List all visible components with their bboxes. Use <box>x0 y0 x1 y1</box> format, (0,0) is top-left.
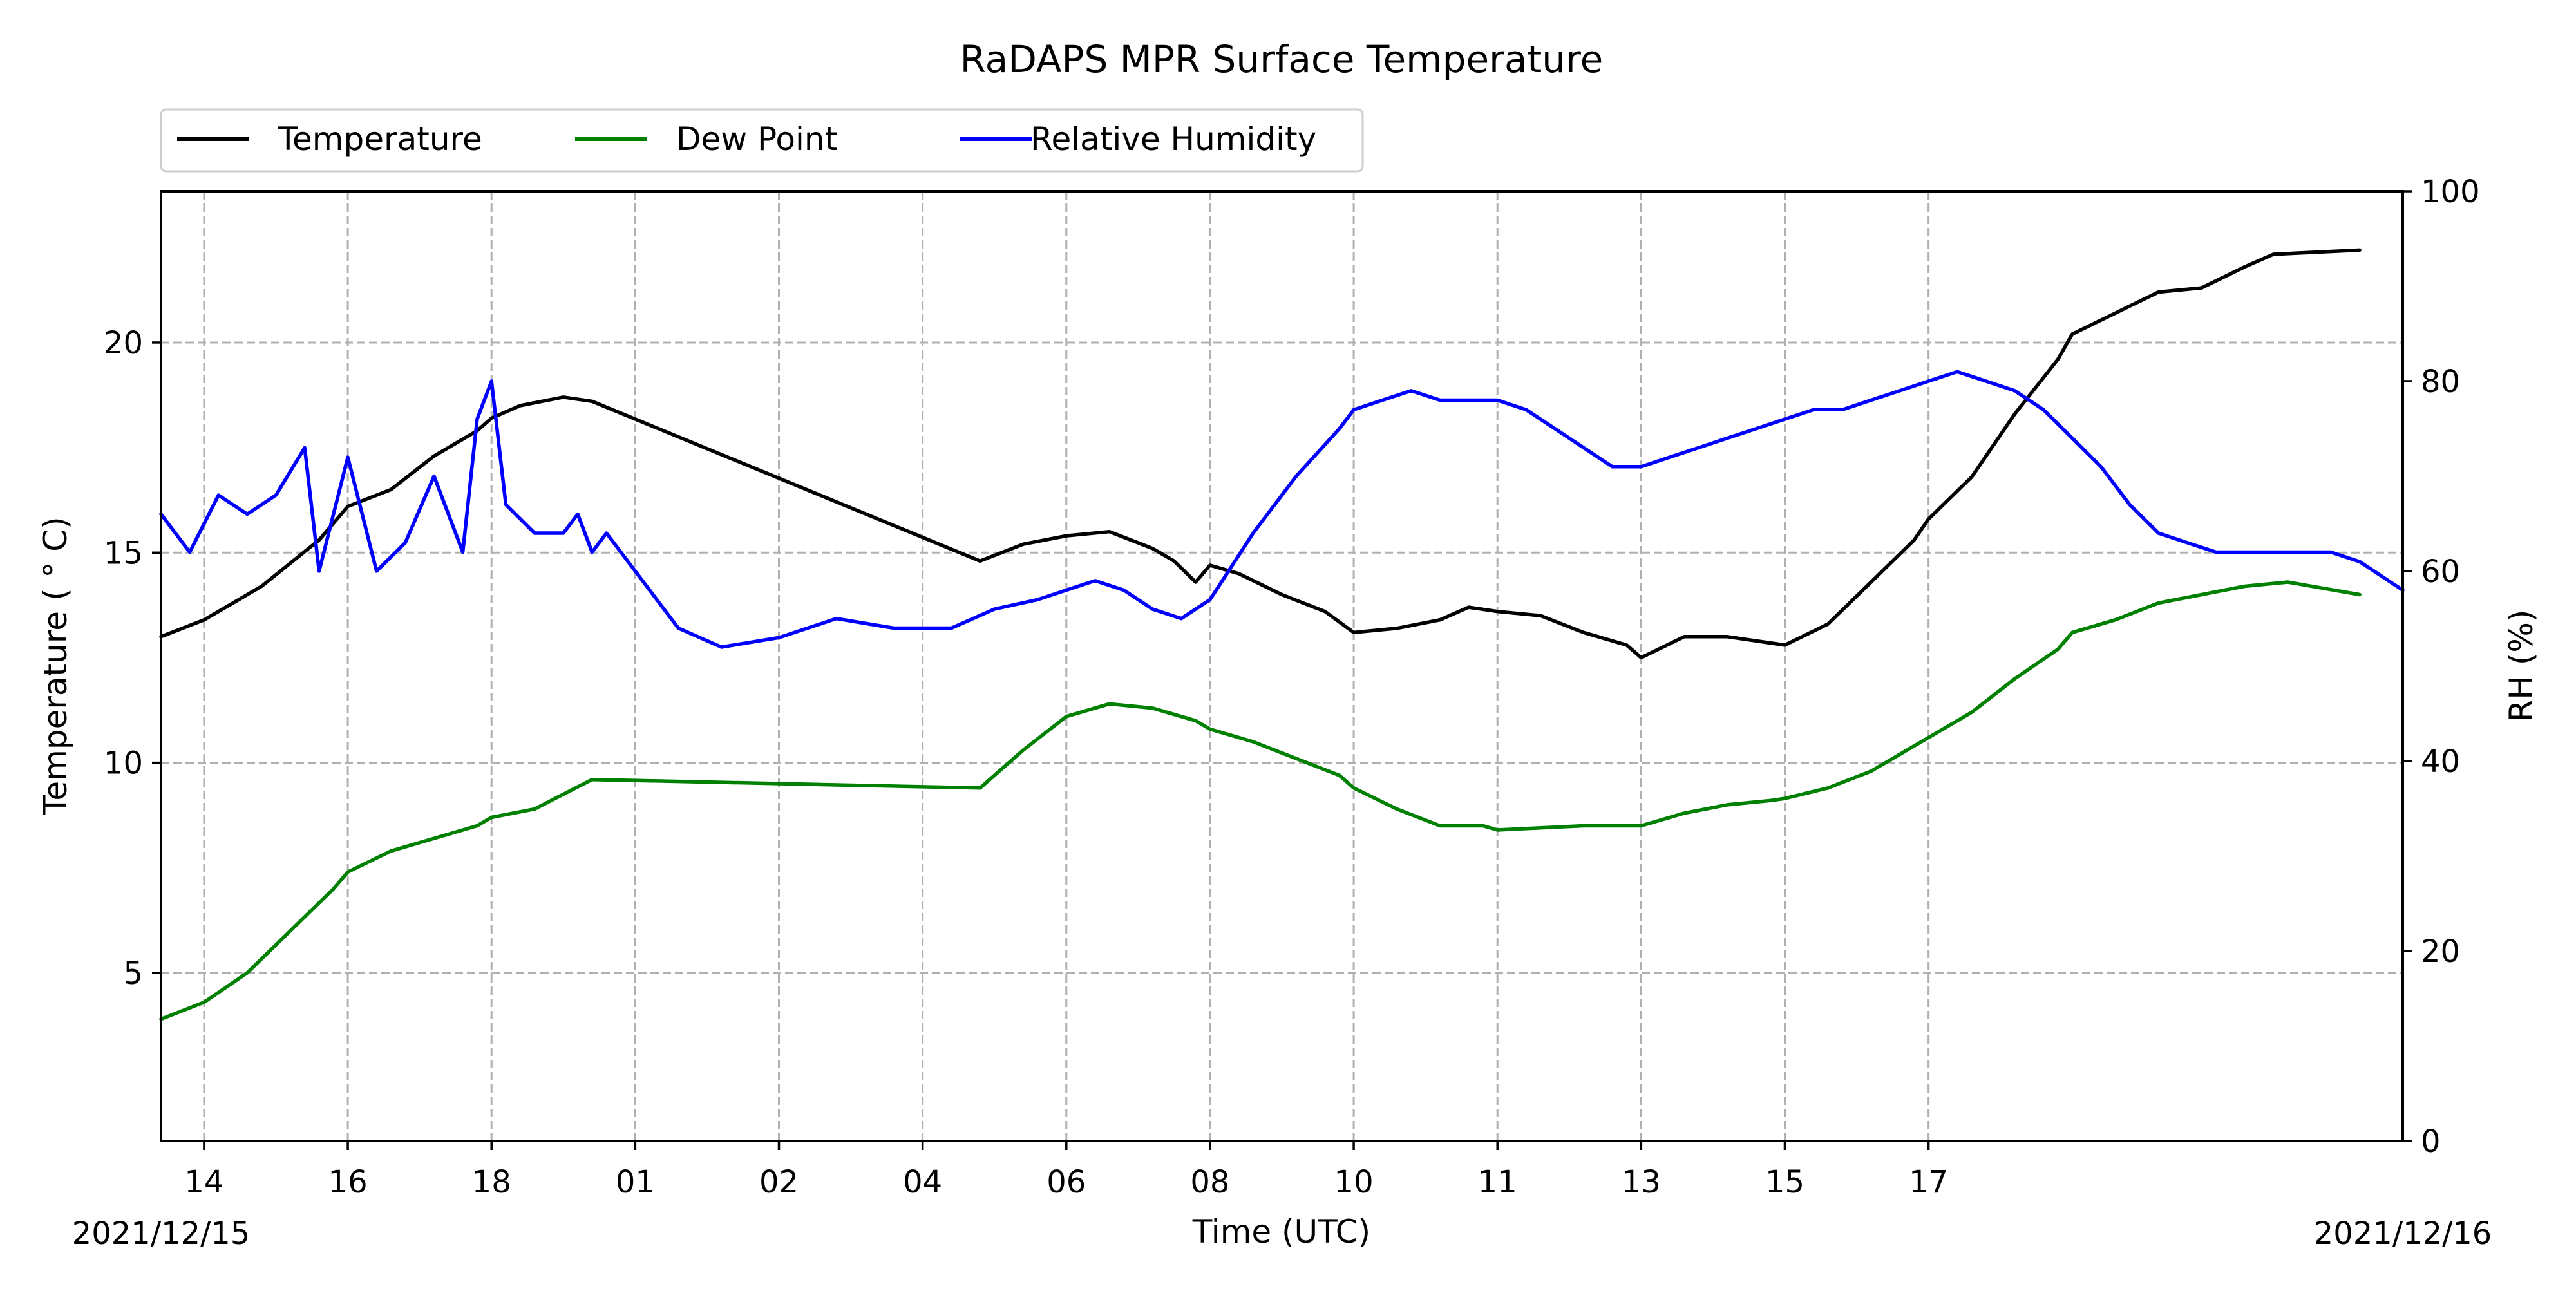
series-line-dew-point <box>159 580 2362 1021</box>
x-tick-label: 08 <box>1190 1164 1229 1200</box>
y-tick-label-right: 40 <box>2421 744 2460 780</box>
x-tick-label: 11 <box>1478 1164 1517 1200</box>
legend-label-dew-point: Dew Point <box>676 120 837 158</box>
legend-label-relative-humidity: Relative Humidity <box>1030 120 1316 158</box>
legend-label-temperature: Temperature <box>278 120 482 158</box>
x-tick-label: 18 <box>472 1164 511 1200</box>
x-tick-label: 13 <box>1622 1164 1661 1200</box>
x-tick-label: 10 <box>1334 1164 1374 1200</box>
legend-box <box>160 108 1364 173</box>
x-axis-label: Time (UTC) <box>1192 1213 1370 1250</box>
start-date-label: 2021/12/15 <box>72 1216 251 1252</box>
tick-layer: 14 16 18 01 02 04 06 08 10 11 13 15 17 5 10 15 20 0 20 40 60… <box>104 174 2480 1200</box>
y-axis-label-right: RH (%) <box>2503 610 2540 722</box>
chart-title: RaDAPS MPR Surface Temperature <box>960 37 1604 81</box>
y-tick-label-left: 5 <box>123 956 143 992</box>
y-tick-label-left: 20 <box>104 325 143 361</box>
x-tick-label: 16 <box>328 1164 368 1200</box>
x-tick-label: 04 <box>903 1164 942 1200</box>
y-tick-label-right: 60 <box>2421 554 2460 590</box>
series-line-relative-humidity <box>159 370 2405 649</box>
y-tick-label-left: 15 <box>104 535 143 571</box>
grid-layer <box>161 191 2403 1141</box>
x-tick-label: 14 <box>184 1164 223 1200</box>
y-tick-label-right: 80 <box>2421 364 2460 400</box>
series-line-temperature <box>159 248 2362 660</box>
y-tick-label-right: 20 <box>2421 934 2460 970</box>
x-tick-label: 01 <box>616 1164 655 1200</box>
y-tick-label-right: 0 <box>2421 1124 2441 1160</box>
y-tick-label-right: 100 <box>2421 174 2480 210</box>
y-axis-label-left: Temperature ( ° C) <box>37 516 74 815</box>
y-tick-label-left: 10 <box>104 746 143 782</box>
x-tick-label: 06 <box>1046 1164 1086 1200</box>
x-tick-label: 15 <box>1765 1164 1804 1200</box>
plot-frame <box>160 190 2404 1142</box>
legend: Temperature Dew Point Relative Humidity <box>160 108 1364 173</box>
x-tick-label: 17 <box>1909 1164 1948 1200</box>
series-layer <box>159 248 2405 1021</box>
x-tick-label: 02 <box>759 1164 799 1200</box>
end-date-label: 2021/12/16 <box>2314 1216 2492 1252</box>
